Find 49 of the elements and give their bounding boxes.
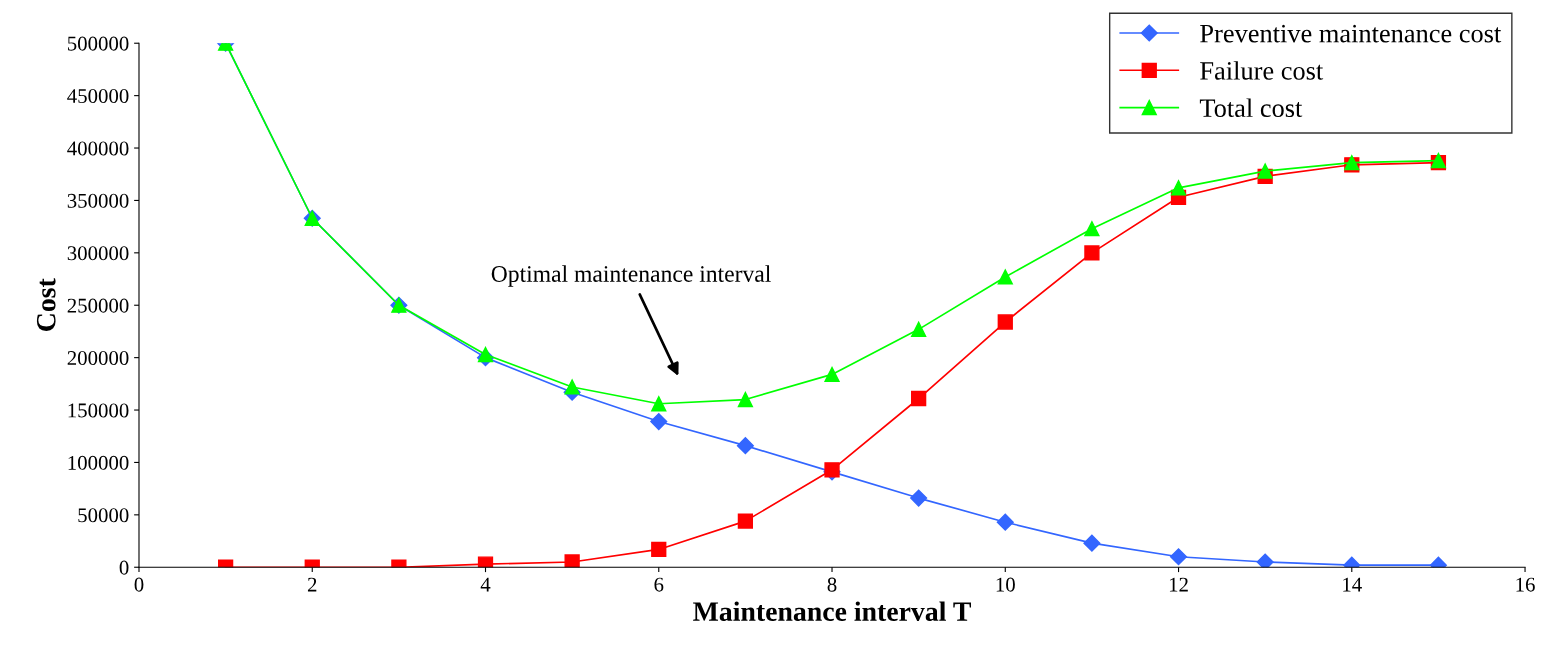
x-tick-label: 8 bbox=[827, 577, 837, 592]
y-tick-label: 300000 bbox=[67, 246, 129, 261]
legend-label: Preventive maintenance cost bbox=[1200, 24, 1502, 43]
point bbox=[997, 314, 1013, 330]
x-tick-label: 16 bbox=[1516, 577, 1535, 592]
y-axis-title: Cost bbox=[36, 278, 56, 331]
point bbox=[737, 391, 754, 408]
y-tick-label: 100000 bbox=[68, 455, 129, 470]
legend-label: Failure cost bbox=[1200, 61, 1324, 80]
x-axis-title: Maintenance interval T bbox=[693, 601, 971, 621]
point bbox=[910, 489, 928, 507]
point bbox=[1256, 553, 1274, 568]
point bbox=[650, 413, 668, 431]
y-tick-label: 50000 bbox=[78, 508, 129, 523]
point bbox=[911, 390, 927, 407]
y-tick-label: 450000 bbox=[67, 89, 129, 104]
y-tick-label: 200000 bbox=[67, 351, 129, 366]
y-tick-label: 500000 bbox=[67, 36, 129, 51]
point bbox=[737, 513, 754, 529]
point bbox=[824, 366, 840, 383]
x-tick-label: 10 bbox=[996, 577, 1015, 592]
x-tick-label: 6 bbox=[654, 577, 664, 592]
annotation: Optimal maintenance interval bbox=[491, 265, 771, 287]
point bbox=[1084, 245, 1100, 261]
x-tick-label: 0 bbox=[134, 577, 144, 592]
y-tick-label: 400000 bbox=[67, 141, 129, 156]
y-tick-label: 0 bbox=[119, 560, 129, 575]
y-tick-label: 350000 bbox=[67, 193, 129, 208]
x-tick-label: 4 bbox=[480, 577, 491, 592]
point bbox=[997, 269, 1013, 285]
point bbox=[1084, 221, 1100, 237]
point bbox=[564, 379, 580, 395]
point bbox=[477, 346, 494, 363]
point bbox=[996, 513, 1014, 531]
point bbox=[1083, 534, 1101, 552]
point bbox=[736, 437, 754, 455]
x-tick-label: 12 bbox=[1169, 577, 1188, 592]
y-tick-label: 150000 bbox=[68, 403, 129, 418]
point bbox=[1257, 163, 1273, 179]
point bbox=[1169, 548, 1188, 566]
y-tick-label: 250000 bbox=[67, 298, 129, 313]
point bbox=[911, 321, 927, 337]
point bbox=[651, 541, 667, 558]
point bbox=[564, 554, 580, 568]
point bbox=[651, 396, 667, 412]
legend-label: Total cost bbox=[1199, 98, 1303, 118]
x-tick-label: 14 bbox=[1343, 577, 1362, 592]
x-tick-label: 2 bbox=[307, 577, 317, 592]
point bbox=[1170, 180, 1187, 196]
